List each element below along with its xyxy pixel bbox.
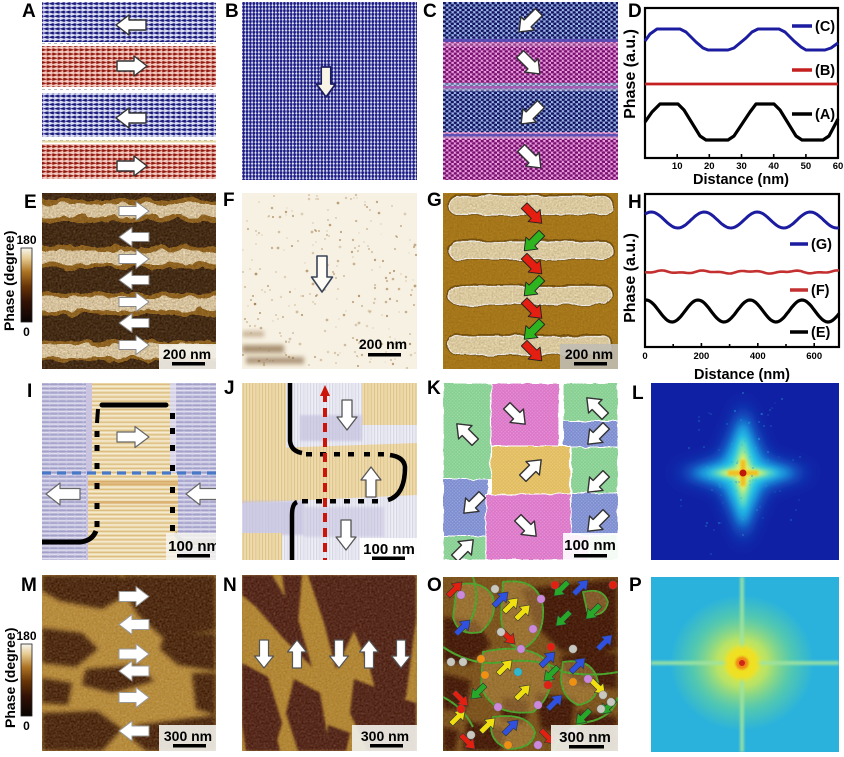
- svg-text:(C): (C): [815, 19, 835, 35]
- svg-text:(B): (B): [815, 63, 835, 79]
- svg-text:Distance (nm): Distance (nm): [693, 172, 789, 188]
- svg-text:60: 60: [833, 161, 844, 172]
- svg-text:200: 200: [693, 351, 709, 362]
- svg-text:0: 0: [642, 351, 647, 362]
- svg-text:200 nm: 200 nm: [163, 346, 211, 362]
- svg-text:(G): (G): [811, 237, 832, 253]
- svg-text:(E): (E): [811, 325, 831, 341]
- svg-text:200 nm: 200 nm: [359, 336, 407, 352]
- svg-text:180: 180: [16, 233, 36, 247]
- svg-text:Distance (nm): Distance (nm): [694, 367, 790, 383]
- svg-text:(A): (A): [815, 107, 835, 123]
- svg-text:30: 30: [736, 161, 747, 172]
- svg-text:50: 50: [801, 161, 812, 172]
- svg-text:300 nm: 300 nm: [559, 729, 611, 746]
- svg-text:180: 180: [16, 629, 36, 643]
- svg-text:400: 400: [750, 351, 766, 362]
- svg-text:100 nm: 100 nm: [168, 538, 216, 555]
- svg-text:20: 20: [704, 161, 715, 172]
- svg-text:100 nm: 100 nm: [564, 537, 616, 554]
- svg-text:10: 10: [672, 161, 683, 172]
- svg-text:300 nm: 300 nm: [164, 728, 212, 744]
- svg-text:(F): (F): [811, 283, 830, 299]
- svg-text:300 nm: 300 nm: [361, 728, 409, 744]
- svg-text:0: 0: [23, 719, 30, 733]
- svg-text:200 nm: 200 nm: [565, 346, 613, 362]
- svg-text:40: 40: [768, 161, 779, 172]
- svg-text:100 nm: 100 nm: [363, 541, 415, 558]
- svg-text:0: 0: [23, 325, 30, 339]
- svg-text:600: 600: [806, 351, 822, 362]
